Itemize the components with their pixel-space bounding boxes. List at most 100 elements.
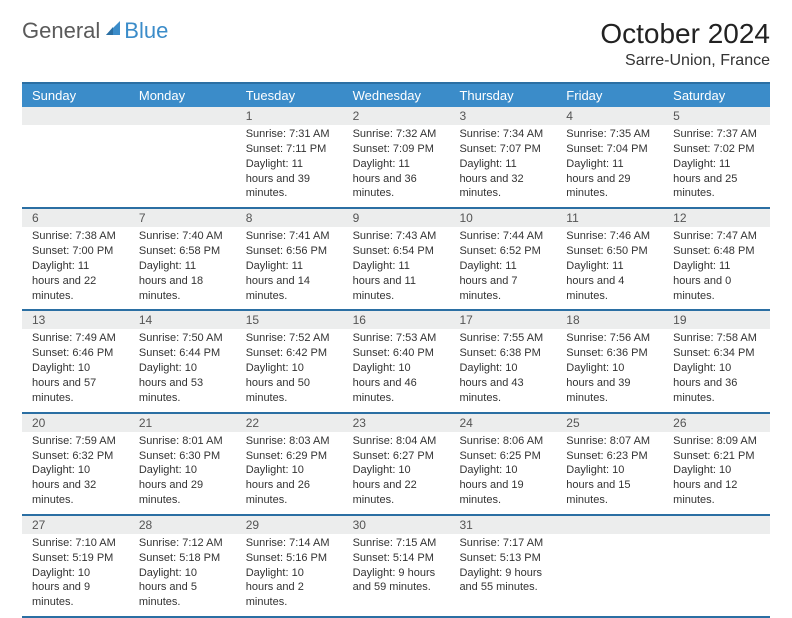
daylight-text: Daylight: 11 hours and 7 minutes. (459, 259, 546, 304)
day-number: 7 (129, 209, 236, 227)
sunset-text: Sunset: 6:52 PM (459, 244, 546, 259)
dayname-tuesday: Tuesday (236, 84, 343, 107)
sunset-text: Sunset: 7:04 PM (566, 142, 653, 157)
daylight-text: Daylight: 11 hours and 29 minutes. (566, 157, 653, 202)
daylight-text: Daylight: 10 hours and 43 minutes. (459, 361, 546, 406)
sunset-text: Sunset: 7:09 PM (353, 142, 440, 157)
sunrise-text: Sunrise: 7:34 AM (459, 127, 546, 142)
week-row: 6789101112Sunrise: 7:38 AMSunset: 7:00 P… (22, 209, 770, 311)
sunrise-text: Sunrise: 7:10 AM (32, 536, 119, 551)
day-number: 5 (663, 107, 770, 125)
sunset-text: Sunset: 6:48 PM (673, 244, 760, 259)
daybody-row: Sunrise: 7:10 AMSunset: 5:19 PMDaylight:… (22, 534, 770, 616)
day-number: 29 (236, 516, 343, 534)
sunrise-text: Sunrise: 7:15 AM (353, 536, 440, 551)
logo: General Blue (22, 18, 168, 44)
logo-text-general: General (22, 18, 100, 44)
day-number: 11 (556, 209, 663, 227)
daybody-row: Sunrise: 7:59 AMSunset: 6:32 PMDaylight:… (22, 432, 770, 514)
day-cell: Sunrise: 7:58 AMSunset: 6:34 PMDaylight:… (663, 329, 770, 411)
daynum-row: 13141516171819 (22, 311, 770, 329)
day-cell: Sunrise: 7:59 AMSunset: 6:32 PMDaylight:… (22, 432, 129, 514)
day-cell: Sunrise: 7:49 AMSunset: 6:46 PMDaylight:… (22, 329, 129, 411)
daylight-text: Daylight: 10 hours and 46 minutes. (353, 361, 440, 406)
title-block: October 2024 Sarre-Union, France (600, 18, 770, 70)
sunset-text: Sunset: 7:11 PM (246, 142, 333, 157)
logo-text-blue: Blue (124, 18, 168, 44)
daylight-text: Daylight: 11 hours and 18 minutes. (139, 259, 226, 304)
sunset-text: Sunset: 6:34 PM (673, 346, 760, 361)
sunrise-text: Sunrise: 7:50 AM (139, 331, 226, 346)
sunset-text: Sunset: 6:27 PM (353, 449, 440, 464)
day-number: 13 (22, 311, 129, 329)
calendar: SundayMondayTuesdayWednesdayThursdayFrid… (22, 82, 770, 618)
daylight-text: Daylight: 10 hours and 19 minutes. (459, 463, 546, 508)
day-number: 20 (22, 414, 129, 432)
daylight-text: Daylight: 10 hours and 22 minutes. (353, 463, 440, 508)
sunset-text: Sunset: 6:36 PM (566, 346, 653, 361)
daylight-text: Daylight: 10 hours and 39 minutes. (566, 361, 653, 406)
day-cell: Sunrise: 8:01 AMSunset: 6:30 PMDaylight:… (129, 432, 236, 514)
sunset-text: Sunset: 6:25 PM (459, 449, 546, 464)
sunrise-text: Sunrise: 7:12 AM (139, 536, 226, 551)
daynum-row: 6789101112 (22, 209, 770, 227)
day-cell: Sunrise: 7:53 AMSunset: 6:40 PMDaylight:… (343, 329, 450, 411)
daylight-text: Daylight: 11 hours and 14 minutes. (246, 259, 333, 304)
sunrise-text: Sunrise: 7:17 AM (459, 536, 546, 551)
day-cell: Sunrise: 7:50 AMSunset: 6:44 PMDaylight:… (129, 329, 236, 411)
sunrise-text: Sunrise: 7:38 AM (32, 229, 119, 244)
sunset-text: Sunset: 6:38 PM (459, 346, 546, 361)
sunrise-text: Sunrise: 8:04 AM (353, 434, 440, 449)
day-number: 12 (663, 209, 770, 227)
day-cell (22, 125, 129, 207)
day-cell: Sunrise: 7:41 AMSunset: 6:56 PMDaylight:… (236, 227, 343, 309)
sunset-text: Sunset: 6:58 PM (139, 244, 226, 259)
daynum-row: 20212223242526 (22, 414, 770, 432)
day-cell: Sunrise: 8:07 AMSunset: 6:23 PMDaylight:… (556, 432, 663, 514)
daylight-text: Daylight: 10 hours and 5 minutes. (139, 566, 226, 611)
daybody-row: Sunrise: 7:31 AMSunset: 7:11 PMDaylight:… (22, 125, 770, 207)
day-cell: Sunrise: 7:35 AMSunset: 7:04 PMDaylight:… (556, 125, 663, 207)
sunrise-text: Sunrise: 7:53 AM (353, 331, 440, 346)
day-number: 26 (663, 414, 770, 432)
daylight-text: Daylight: 11 hours and 32 minutes. (459, 157, 546, 202)
day-number: 10 (449, 209, 556, 227)
daylight-text: Daylight: 11 hours and 11 minutes. (353, 259, 440, 304)
day-cell (663, 534, 770, 616)
day-cell: Sunrise: 7:52 AMSunset: 6:42 PMDaylight:… (236, 329, 343, 411)
day-cell: Sunrise: 7:31 AMSunset: 7:11 PMDaylight:… (236, 125, 343, 207)
sunrise-text: Sunrise: 7:43 AM (353, 229, 440, 244)
sunset-text: Sunset: 6:50 PM (566, 244, 653, 259)
dayname-saturday: Saturday (663, 84, 770, 107)
sunrise-text: Sunrise: 8:07 AM (566, 434, 653, 449)
daylight-text: Daylight: 10 hours and 50 minutes. (246, 361, 333, 406)
sunset-text: Sunset: 6:42 PM (246, 346, 333, 361)
sunrise-text: Sunrise: 8:03 AM (246, 434, 333, 449)
day-number: 24 (449, 414, 556, 432)
daylight-text: Daylight: 10 hours and 26 minutes. (246, 463, 333, 508)
sunrise-text: Sunrise: 8:01 AM (139, 434, 226, 449)
day-cell: Sunrise: 7:17 AMSunset: 5:13 PMDaylight:… (449, 534, 556, 616)
sunset-text: Sunset: 5:16 PM (246, 551, 333, 566)
day-cell: Sunrise: 8:06 AMSunset: 6:25 PMDaylight:… (449, 432, 556, 514)
daylight-text: Daylight: 10 hours and 9 minutes. (32, 566, 119, 611)
sunrise-text: Sunrise: 8:06 AM (459, 434, 546, 449)
day-number (22, 107, 129, 125)
dayname-sunday: Sunday (22, 84, 129, 107)
sunset-text: Sunset: 6:30 PM (139, 449, 226, 464)
day-number: 19 (663, 311, 770, 329)
sunset-text: Sunset: 6:23 PM (566, 449, 653, 464)
month-title: October 2024 (600, 18, 770, 50)
sunset-text: Sunset: 7:07 PM (459, 142, 546, 157)
daylight-text: Daylight: 10 hours and 29 minutes. (139, 463, 226, 508)
daylight-text: Daylight: 9 hours and 55 minutes. (459, 566, 546, 596)
day-cell (556, 534, 663, 616)
sunset-text: Sunset: 6:32 PM (32, 449, 119, 464)
sunset-text: Sunset: 6:29 PM (246, 449, 333, 464)
dayname-friday: Friday (556, 84, 663, 107)
daylight-text: Daylight: 11 hours and 36 minutes. (353, 157, 440, 202)
daylight-text: Daylight: 9 hours and 59 minutes. (353, 566, 440, 596)
daylight-text: Daylight: 10 hours and 12 minutes. (673, 463, 760, 508)
sunrise-text: Sunrise: 7:41 AM (246, 229, 333, 244)
daylight-text: Daylight: 11 hours and 0 minutes. (673, 259, 760, 304)
